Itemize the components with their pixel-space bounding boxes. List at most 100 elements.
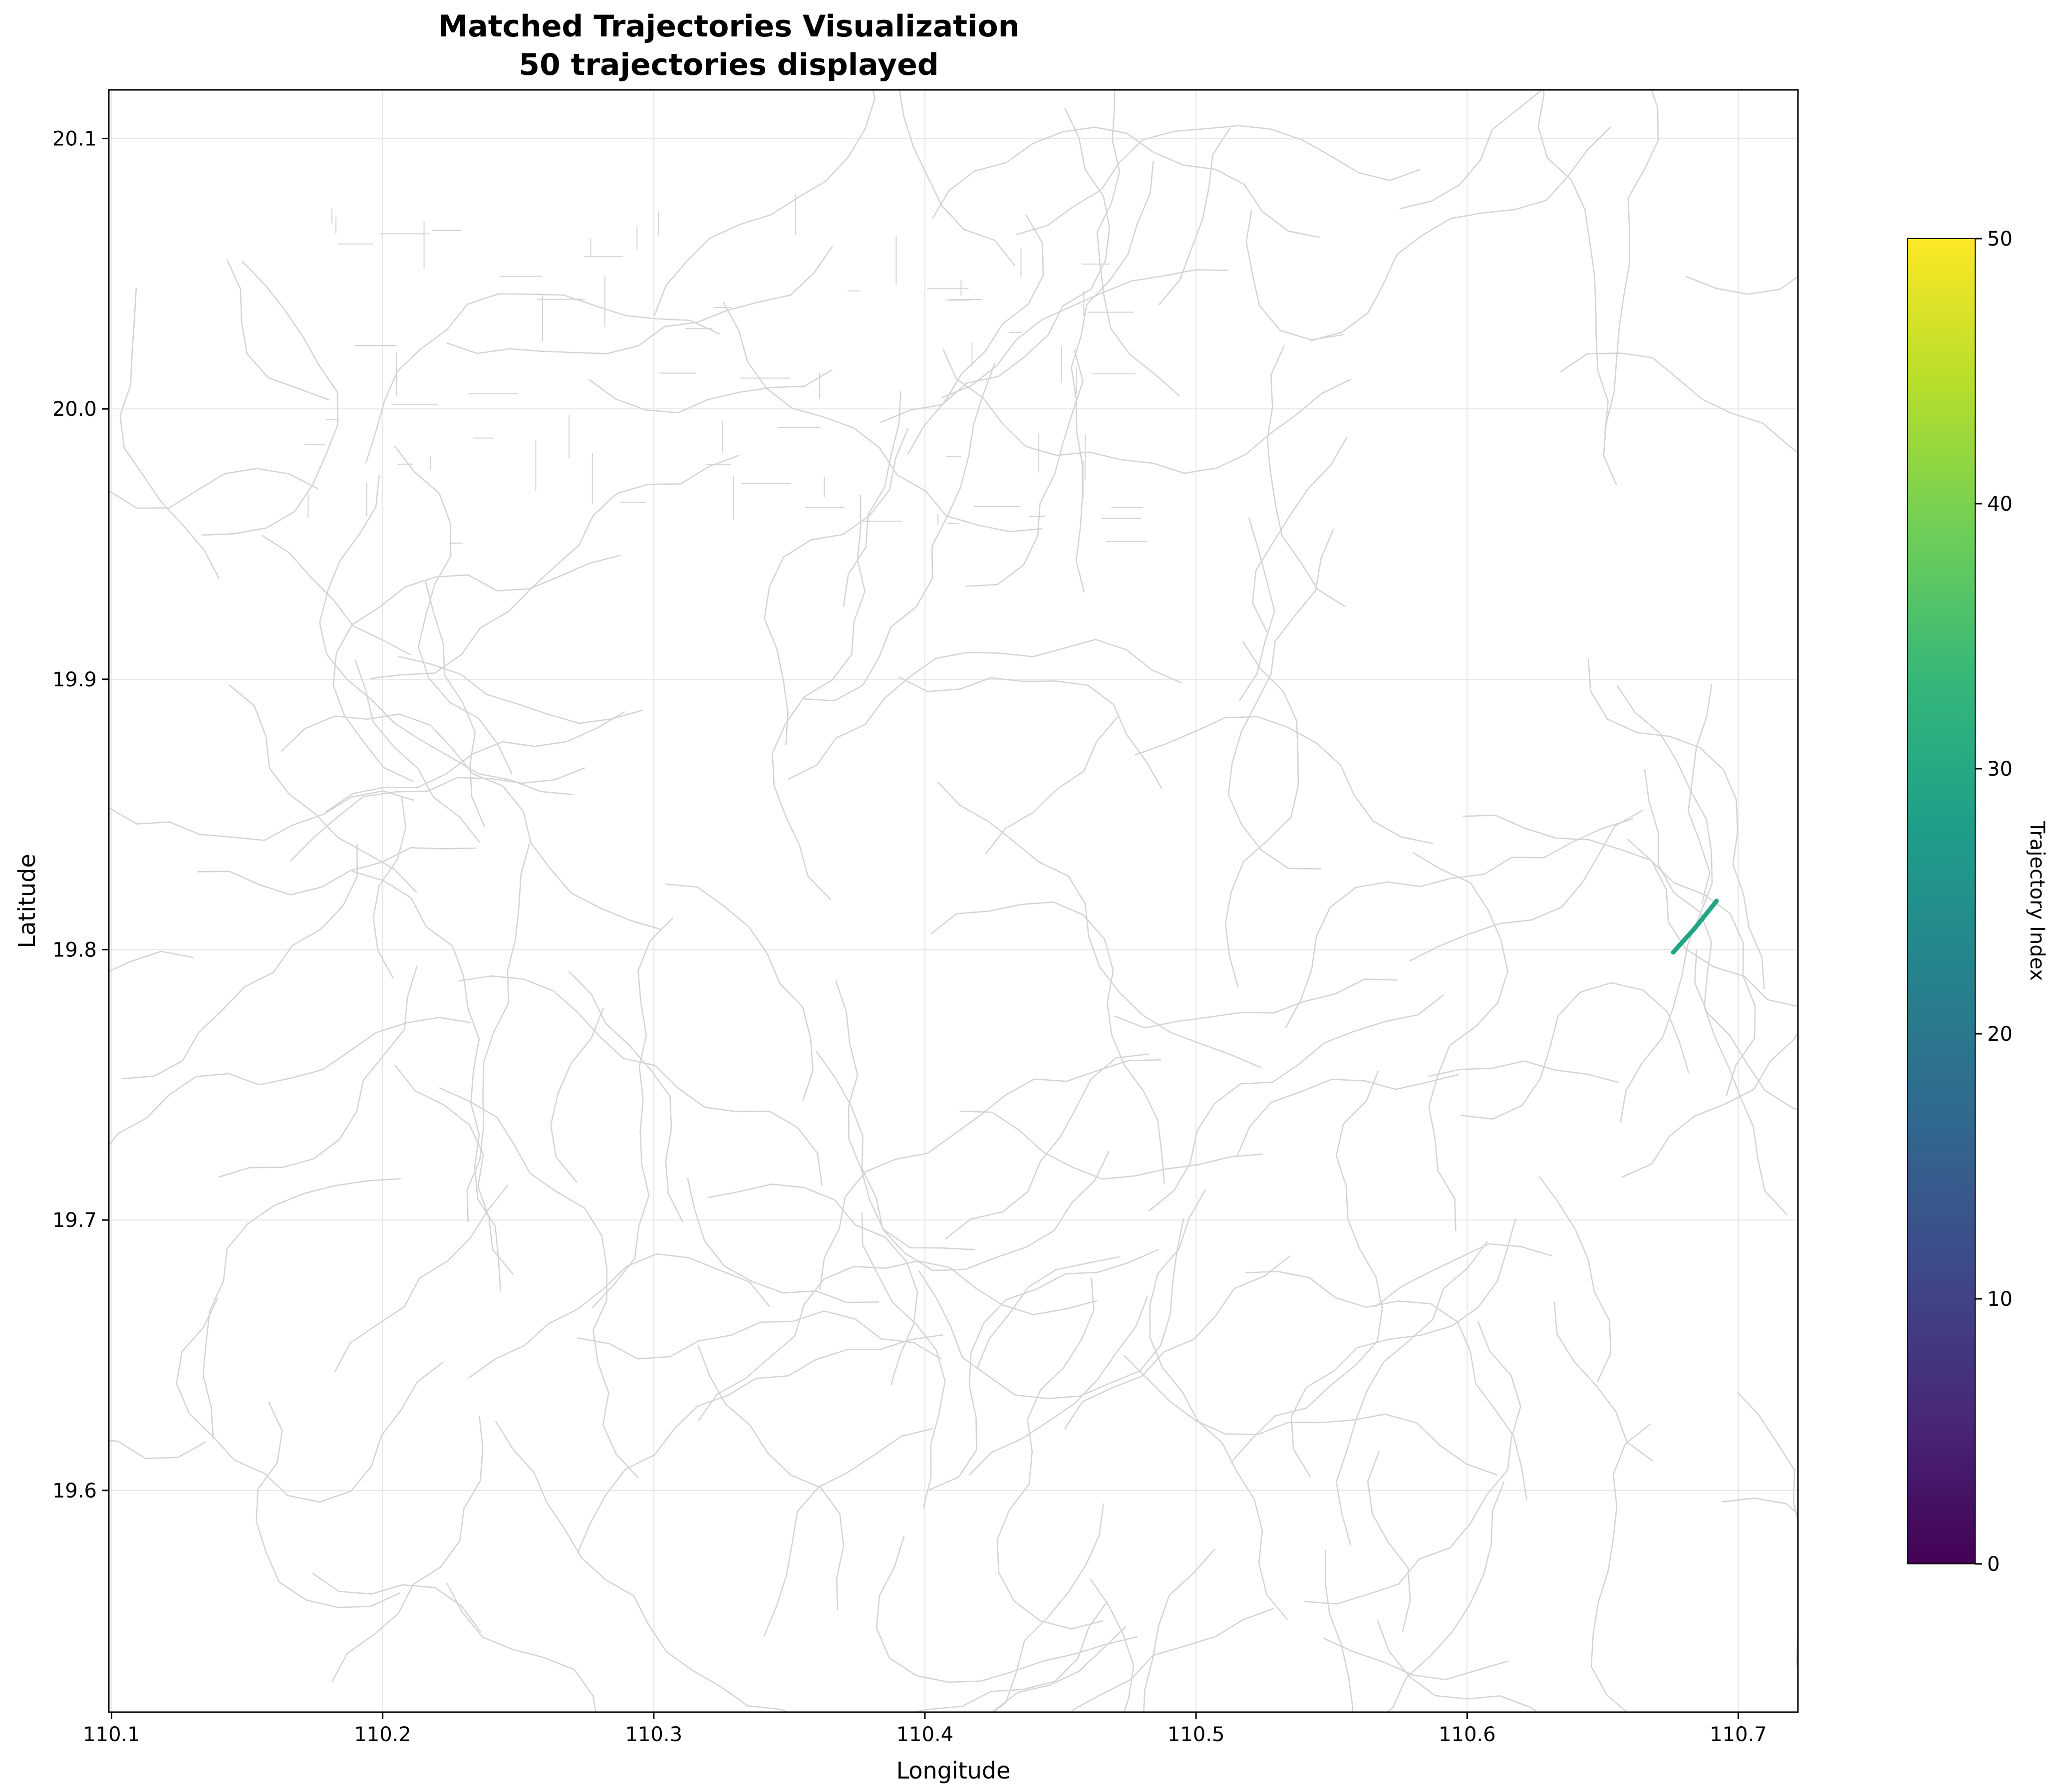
road-segment — [1123, 1355, 1497, 1476]
y-axis-label: Latitude — [13, 854, 40, 948]
road-segment — [918, 1218, 1184, 1400]
x-axis-ticks: 110.1 110.2 110.3 110.4 110.5 110.6 110.7 — [83, 1712, 1767, 1746]
road-segment — [941, 269, 1228, 399]
road-segment — [1149, 1190, 1288, 1620]
road-segment — [365, 293, 720, 464]
road-segment — [1266, 345, 1346, 607]
road-segment — [1096, 90, 1180, 397]
road-segment — [1412, 852, 1508, 1231]
road-segment — [1590, 1423, 1651, 1712]
road-segment — [229, 684, 417, 893]
road-segment — [1538, 1176, 1612, 1383]
road-segment — [1227, 528, 1334, 870]
y-tick-label: 20.1 — [52, 128, 97, 151]
road-segment — [466, 843, 531, 1222]
road-segment — [898, 676, 1163, 790]
colorbar-tick-label: 20 — [1987, 1023, 2013, 1046]
road-segment — [424, 580, 485, 827]
road-segment — [665, 883, 814, 1102]
y-axis-ticks: 19.6 19.7 19.8 19.9 20.0 20.1 — [52, 128, 109, 1502]
road-segment — [394, 1065, 514, 1275]
grid — [109, 90, 1798, 1712]
road-segment — [1335, 1241, 1488, 1546]
road-segment — [945, 1053, 1149, 1240]
road-segment — [290, 767, 586, 862]
road-segment — [1323, 1637, 1508, 1680]
road-segment — [697, 1345, 845, 1611]
road-segment — [653, 90, 876, 316]
x-axis-label: Longitude — [896, 1757, 1011, 1784]
road-segment — [802, 362, 996, 702]
road-segment — [1603, 90, 1659, 486]
road-segment — [1148, 994, 1444, 1212]
road-segment — [1428, 1060, 1620, 1084]
road-segment — [495, 1421, 790, 1712]
road-segment — [1722, 1497, 1798, 1515]
road-segment — [876, 1535, 1138, 1683]
road-segment — [1737, 1391, 1798, 1675]
y-tick-label: 19.7 — [52, 1209, 97, 1232]
road-segment — [764, 428, 909, 745]
road-segment — [119, 288, 220, 580]
road-segment — [202, 1178, 401, 1439]
road-segment — [880, 108, 1111, 423]
road-segment — [256, 1401, 401, 1608]
road-segment — [1324, 1549, 1354, 1712]
road-segment — [1644, 769, 1788, 1215]
road-segment — [898, 90, 1016, 266]
road-segment — [311, 1572, 482, 1633]
road-segment — [1386, 1481, 1505, 1712]
road-segment — [468, 1253, 771, 1379]
road-segment — [588, 369, 833, 414]
road-segment — [109, 950, 194, 972]
road-segment — [325, 711, 625, 813]
road-segment — [930, 901, 1166, 1185]
road-segment — [394, 446, 513, 774]
road-segment — [1375, 1243, 1552, 1308]
plot-frame — [108, 89, 1799, 1713]
road-segment — [354, 659, 480, 843]
colorbar-tick-label: 0 — [1987, 1553, 2000, 1576]
road-segment — [965, 349, 1084, 587]
road-segment — [1064, 1255, 1291, 1429]
road-segment — [1409, 809, 1644, 962]
x-tick-label: 110.6 — [1439, 1723, 1496, 1746]
road-segment — [788, 638, 1182, 780]
road-segment — [1238, 517, 1275, 701]
road-segment — [1158, 127, 1231, 305]
chart-subtitle: 50 trajectories displayed — [519, 47, 939, 82]
road-segment — [1400, 90, 1543, 210]
chart-title: Matched Trajectories Visualization — [438, 9, 1020, 44]
road-segment — [281, 713, 662, 930]
y-tick-label: 19.8 — [52, 939, 97, 962]
x-tick-label: 110.1 — [83, 1723, 140, 1746]
road-segment — [446, 246, 833, 354]
road-segment — [1463, 814, 1756, 1096]
road-segment — [835, 980, 975, 1250]
x-tick-label: 110.4 — [896, 1723, 954, 1746]
road-segment — [1071, 161, 1154, 593]
y-tick-label: 20.0 — [52, 398, 97, 421]
road-segment — [1560, 352, 1798, 454]
road-segment — [197, 847, 476, 896]
road-segment — [446, 1582, 596, 1712]
road-segment — [1236, 1074, 1460, 1157]
road-segment — [937, 781, 1262, 1068]
road-segment — [577, 1310, 942, 1360]
road-segment — [458, 975, 823, 1186]
road-segment — [109, 1017, 471, 1147]
road-segment — [909, 1600, 1108, 1712]
road-segment — [1135, 716, 1434, 845]
road-segment — [1537, 90, 1609, 434]
colorbar-ticks: 0 10 20 30 40 50 — [1975, 228, 2013, 1576]
road-segment — [907, 214, 1044, 455]
road-segment — [996, 1277, 1104, 1630]
road-segment — [352, 871, 501, 1291]
road-segment — [1685, 276, 1798, 295]
road-segment — [968, 1296, 1149, 1476]
road-segment — [1687, 684, 1713, 904]
road-segment — [1553, 1302, 1654, 1462]
x-tick-label: 110.7 — [1710, 1723, 1767, 1746]
